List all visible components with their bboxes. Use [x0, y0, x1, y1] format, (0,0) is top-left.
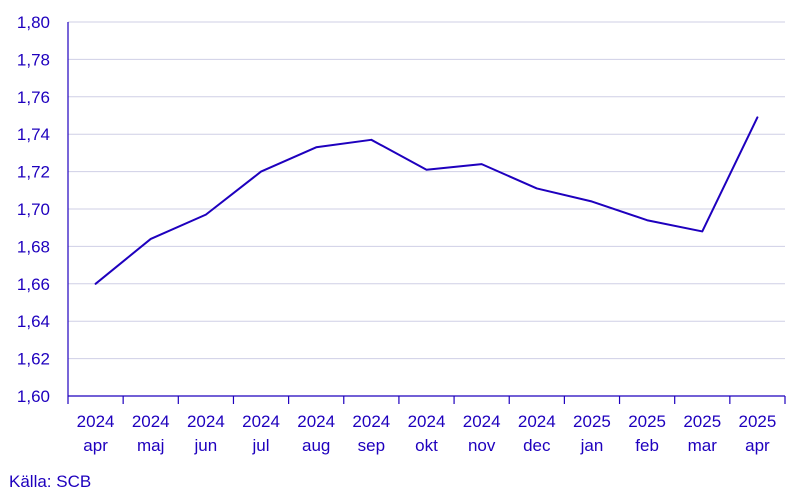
y-tick-label: 1,74	[17, 125, 50, 144]
y-tick-label: 1,72	[17, 163, 50, 182]
series	[94, 116, 759, 285]
x-tick-label-year: 2024	[297, 412, 335, 431]
x-tick-label-month: nov	[468, 436, 496, 455]
y-tick-label: 1,60	[17, 387, 50, 406]
line-chart: 1,60 1,62 1,64 1,66 1,68 1,70 1,72 1,74 1,76 1,78…	[17, 13, 786, 455]
y-tick-label: 1,68	[17, 237, 50, 256]
x-tick-label-month: okt	[415, 436, 438, 455]
x-tick-label-year: 2024	[408, 412, 446, 431]
y-axis-tick-labels: 1,60 1,62 1,64 1,66 1,68 1,70 1,72 1,74 1,76 1,78…	[17, 13, 50, 406]
x-tick-label-year: 2024	[463, 412, 501, 431]
grid-lines	[68, 21, 785, 360]
x-tick-label-year: 2024	[77, 412, 115, 431]
y-tick-label: 1,64	[17, 312, 50, 331]
x-tick-label-month: jun	[194, 436, 218, 455]
source-note: Källa: SCB	[9, 472, 92, 491]
y-tick-label: 1,80	[17, 13, 50, 32]
x-tick-label-month: mar	[688, 436, 718, 455]
x-tick-label-month: aug	[302, 436, 330, 455]
x-axis-tick-labels: 2024 apr 2024 maj 2024 jun 2024 jul 2024 aug 2024 s…	[77, 412, 777, 455]
x-tick-label-month: jan	[580, 436, 604, 455]
axes	[67, 22, 786, 404]
x-tick-label-year: 2024	[518, 412, 556, 431]
y-tick-label: 1,62	[17, 350, 50, 369]
y-tick-label: 1,78	[17, 50, 50, 69]
x-tick-label-year: 2024	[352, 412, 390, 431]
x-tick-label-month: feb	[635, 436, 659, 455]
x-tick-label-month: dec	[523, 436, 551, 455]
x-tick-label-year: 2024	[242, 412, 280, 431]
x-tick-label-month: apr	[83, 436, 108, 455]
x-tick-label-month: maj	[137, 436, 164, 455]
x-tick-label-month: sep	[358, 436, 385, 455]
y-tick-label: 1,76	[17, 88, 50, 107]
x-tick-label-month: jul	[252, 436, 270, 455]
x-tick-label-year: 2025	[628, 412, 666, 431]
y-tick-label: 1,70	[17, 200, 50, 219]
x-tick-label-year: 2025	[683, 412, 721, 431]
x-tick-label-month: apr	[745, 436, 770, 455]
y-tick-label: 1,66	[17, 275, 50, 294]
x-tick-label-year: 2024	[132, 412, 170, 431]
x-tick-label-year: 2025	[573, 412, 611, 431]
x-tick-label-year: 2024	[187, 412, 225, 431]
series-line	[94, 116, 759, 285]
x-tick-label-year: 2025	[739, 412, 777, 431]
